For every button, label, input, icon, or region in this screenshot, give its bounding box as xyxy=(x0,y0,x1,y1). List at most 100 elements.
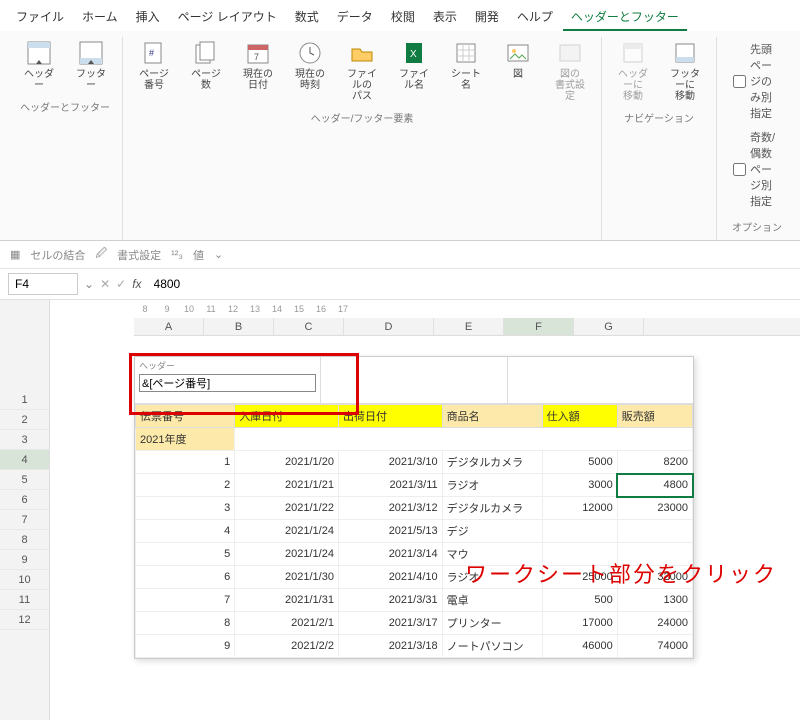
table-cell[interactable]: 5000 xyxy=(542,451,617,474)
row-header[interactable]: 7 xyxy=(0,510,49,530)
table-cell[interactable]: 2021/1/21 xyxy=(235,474,339,497)
table-cell[interactable]: 2021/1/22 xyxy=(235,497,339,520)
table-cell[interactable]: デジタルカメラ xyxy=(442,497,542,520)
table-cell[interactable]: 2021/1/30 xyxy=(235,566,339,589)
table-cell[interactable]: 2021/3/31 xyxy=(338,589,442,612)
table-row[interactable]: 72021/1/312021/3/31電卓5001300 xyxy=(136,589,693,612)
header-field-input[interactable] xyxy=(139,374,316,392)
header-section[interactable]: ヘッダー xyxy=(135,357,693,404)
table-cell[interactable]: 電卓 xyxy=(442,589,542,612)
table-cell[interactable]: 9 xyxy=(136,635,235,658)
cancel-icon[interactable]: ✕ xyxy=(100,277,110,291)
table-row[interactable]: 32021/1/222021/3/12デジタルカメラ1200023000 xyxy=(136,497,693,520)
col-shiire[interactable]: 仕入額 xyxy=(542,405,617,428)
name-box[interactable] xyxy=(8,273,78,295)
menu-help[interactable]: ヘルプ xyxy=(509,4,561,31)
goto-header-button[interactable]: ヘッダーに 移動 xyxy=(612,37,654,104)
row-header[interactable]: 8 xyxy=(0,530,49,550)
table-cell[interactable]: プリンター xyxy=(442,612,542,635)
formula-input[interactable] xyxy=(148,273,792,295)
menu-header-footer[interactable]: ヘッダーとフッター xyxy=(563,4,687,31)
table-cell[interactable]: 2021/2/1 xyxy=(235,612,339,635)
menu-view[interactable]: 表示 xyxy=(425,4,465,31)
col-nyuko[interactable]: 入庫日付 xyxy=(235,405,339,428)
table-cell[interactable]: 3 xyxy=(136,497,235,520)
subheader-cell[interactable]: 2021年度 xyxy=(136,428,235,451)
row-header[interactable]: 2 xyxy=(0,410,49,430)
table-cell[interactable]: デジタルカメラ xyxy=(442,451,542,474)
picture-format-button[interactable]: 図の 書式設定 xyxy=(549,37,591,104)
format-icon[interactable]: 🖉 xyxy=(95,245,107,264)
header-center-cell[interactable] xyxy=(321,357,507,403)
col-shohin[interactable]: 商品名 xyxy=(442,405,542,428)
table-row[interactable]: 92021/2/22021/3/18ノートパソコン4600074000 xyxy=(136,635,693,658)
file-path-button[interactable]: ファイルの パス xyxy=(341,37,383,104)
col-header[interactable]: A xyxy=(134,318,204,335)
enter-icon[interactable]: ✓ xyxy=(116,277,126,291)
fx-icon[interactable]: fx xyxy=(132,277,141,291)
table-cell[interactable]: 24000 xyxy=(617,612,692,635)
table-cell[interactable]: 2021/3/17 xyxy=(338,612,442,635)
table-cell[interactable]: 17000 xyxy=(542,612,617,635)
row-header[interactable]: 1 xyxy=(0,390,49,410)
table-cell[interactable]: 5 xyxy=(136,543,235,566)
menu-data[interactable]: データ xyxy=(329,4,381,31)
odd-even-diff-checkbox[interactable]: 奇数/偶数ページ別指定 xyxy=(733,129,776,209)
row-header[interactable]: 11 xyxy=(0,590,49,610)
table-cell[interactable] xyxy=(617,520,692,543)
col-denpyo[interactable]: 伝票番号 xyxy=(136,405,235,428)
table-cell[interactable]: 74000 xyxy=(617,635,692,658)
page-number-button[interactable]: #ページ 番号 xyxy=(133,37,175,93)
menu-pagelayout[interactable]: ページ レイアウト xyxy=(170,4,285,31)
header-right-cell[interactable] xyxy=(508,357,693,403)
chevron-down-icon[interactable]: ⌄ xyxy=(214,248,223,261)
row-header[interactable]: 10 xyxy=(0,570,49,590)
table-row[interactable]: 12021/1/202021/3/10デジタルカメラ50008200 xyxy=(136,451,693,474)
header-left-cell[interactable]: ヘッダー xyxy=(135,357,321,403)
table-cell[interactable]: 500 xyxy=(542,589,617,612)
col-header[interactable]: C xyxy=(274,318,344,335)
header-button[interactable]: ヘッダー xyxy=(18,37,60,93)
table-cell[interactable]: 2021/3/18 xyxy=(338,635,442,658)
col-header[interactable]: D xyxy=(344,318,434,335)
table-cell[interactable]: デジ xyxy=(442,520,542,543)
table-cell[interactable]: 1 xyxy=(136,451,235,474)
table-row[interactable]: 42021/1/242021/5/13デジ xyxy=(136,520,693,543)
col-header[interactable]: G xyxy=(574,318,644,335)
table-cell[interactable]: 2021/4/10 xyxy=(338,566,442,589)
table-cell[interactable]: 2021/3/12 xyxy=(338,497,442,520)
picture-button[interactable]: 図 xyxy=(497,37,539,82)
table-cell[interactable]: 2021/1/31 xyxy=(235,589,339,612)
value-label[interactable]: 値 xyxy=(193,247,204,263)
row-header[interactable]: 3 xyxy=(0,430,49,450)
current-time-button[interactable]: 現在の 時刻 xyxy=(289,37,331,93)
menu-dev[interactable]: 開発 xyxy=(467,4,507,31)
menu-insert[interactable]: 挿入 xyxy=(128,4,168,31)
goto-footer-button[interactable]: フッターに 移動 xyxy=(664,37,706,104)
table-cell[interactable]: 2021/5/13 xyxy=(338,520,442,543)
page-count-button[interactable]: ページ数 xyxy=(185,37,227,93)
table-cell[interactable]: 1300 xyxy=(617,589,692,612)
row-header[interactable]: 4 xyxy=(0,450,49,470)
row-header[interactable]: 6 xyxy=(0,490,49,510)
table-cell[interactable]: 2021/3/14 xyxy=(338,543,442,566)
menu-file[interactable]: ファイル xyxy=(8,4,72,31)
merge-cells-icon[interactable]: ▦ xyxy=(10,248,20,261)
table-cell[interactable]: 3000 xyxy=(542,474,617,497)
table-cell[interactable]: 2 xyxy=(136,474,235,497)
menu-review[interactable]: 校閲 xyxy=(383,4,423,31)
table-cell[interactable]: 2021/3/11 xyxy=(338,474,442,497)
table-cell[interactable]: 2021/1/24 xyxy=(235,543,339,566)
table-cell[interactable]: 7 xyxy=(136,589,235,612)
col-hanbai[interactable]: 販売額 xyxy=(617,405,692,428)
col-header[interactable]: F xyxy=(504,318,574,335)
menu-formulas[interactable]: 数式 xyxy=(287,4,327,31)
table-cell[interactable]: 4800 xyxy=(617,474,692,497)
col-header[interactable]: E xyxy=(434,318,504,335)
footer-button[interactable]: フッター xyxy=(70,37,112,93)
table-cell[interactable]: 46000 xyxy=(542,635,617,658)
table-cell[interactable]: ノートパソコン xyxy=(442,635,542,658)
col-header[interactable]: B xyxy=(204,318,274,335)
table-cell[interactable] xyxy=(542,520,617,543)
table-row[interactable]: 82021/2/12021/3/17プリンター1700024000 xyxy=(136,612,693,635)
